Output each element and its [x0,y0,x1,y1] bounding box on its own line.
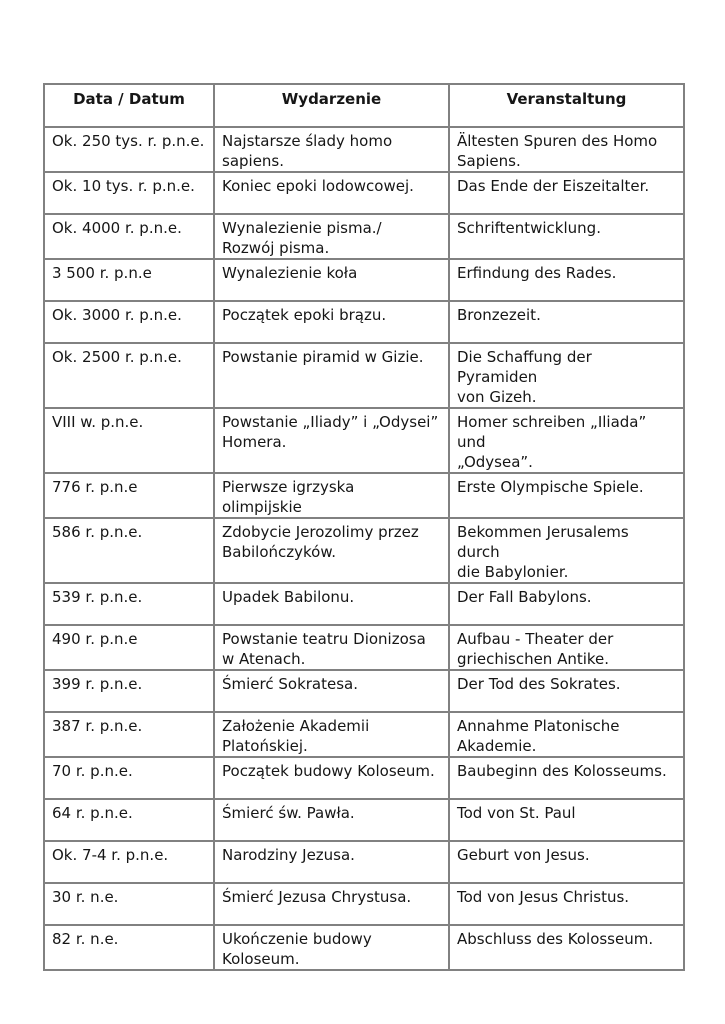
event-pl-cell: Powstanie „Iliady” i „Odysei” Homera. [213,407,450,474]
event-de-cell: Bekommen Jerusalems durch die Babylonier… [448,517,685,584]
table-row: 539 r. p.n.e. Upadek Babilonu. Der Fall … [43,582,685,626]
event-pl-cell: Koniec epoki lodowcowej. [213,171,450,215]
date-cell: 490 r. p.n.e [43,624,215,671]
event-de-cell: Schriftentwicklung. [448,213,685,260]
event-pl-cell: Założenie Akademii Platońskiej. [213,711,450,758]
date-cell: Ok. 3000 r. p.n.e. [43,300,215,344]
event-pl-cell: Powstanie piramid w Gizie. [213,342,450,409]
column-header-wydarzenie: Wydarzenie [213,83,450,128]
column-header-veranstaltung: Veranstaltung [448,83,685,128]
table-row: 387 r. p.n.e. Założenie Akademii Platońs… [43,711,685,758]
table-row: 30 r. n.e. Śmierć Jezusa Chrystusa. Tod … [43,882,685,926]
table-row: Ok. 2500 r. p.n.e. Powstanie piramid w G… [43,342,685,409]
event-pl-cell: Narodziny Jezusa. [213,840,450,884]
event-pl-cell: Pierwsze igrzyska olimpijskie [213,472,450,519]
date-cell: 30 r. n.e. [43,882,215,926]
event-de-cell: Abschluss des Kolosseum. [448,924,685,971]
table-row: 82 r. n.e. Ukończenie budowy Koloseum. A… [43,924,685,971]
table-row: 70 r. p.n.e. Początek budowy Koloseum. B… [43,756,685,800]
event-de-cell: Erfindung des Rades. [448,258,685,302]
event-de-cell: Der Fall Babylons. [448,582,685,626]
event-de-cell: Homer schreiben „Iliada” und „Odysea”. [448,407,685,474]
event-de-cell: Tod von St. Paul [448,798,685,842]
event-de-cell: Geburt von Jesus. [448,840,685,884]
date-cell: 3 500 r. p.n.e [43,258,215,302]
table-body: Ok. 250 tys. r. p.n.e. Najstarsze ślady … [43,126,685,971]
event-pl-cell: Upadek Babilonu. [213,582,450,626]
table-row: 64 r. p.n.e. Śmierć św. Pawła. Tod von S… [43,798,685,842]
table-row: 490 r. p.n.e Powstanie teatru Dionizosa … [43,624,685,671]
table-row: Ok. 7-4 r. p.n.e. Narodziny Jezusa. Gebu… [43,840,685,884]
event-de-cell: Ältesten Spuren des Homo Sapiens. [448,126,685,173]
event-de-cell: Der Tod des Sokrates. [448,669,685,713]
table-header: Data / Datum Wydarzenie Veranstaltung [43,83,685,128]
event-pl-cell: Początek budowy Koloseum. [213,756,450,800]
date-cell: Ok. 10 tys. r. p.n.e. [43,171,215,215]
header-row: Data / Datum Wydarzenie Veranstaltung [43,83,685,128]
event-pl-cell: Najstarsze ślady homo sapiens. [213,126,450,173]
table-row: 586 r. p.n.e. Zdobycie Jerozolimy przez … [43,517,685,584]
table-row: 3 500 r. p.n.e Wynalezienie koła Erfindu… [43,258,685,302]
date-cell: 776 r. p.n.e [43,472,215,519]
date-cell: 399 r. p.n.e. [43,669,215,713]
date-cell: 539 r. p.n.e. [43,582,215,626]
table-row: 399 r. p.n.e. Śmierć Sokratesa. Der Tod … [43,669,685,713]
event-de-cell: Erste Olympische Spiele. [448,472,685,519]
event-pl-cell: Śmierć Jezusa Chrystusa. [213,882,450,926]
date-cell: Ok. 250 tys. r. p.n.e. [43,126,215,173]
table-row: Ok. 10 tys. r. p.n.e. Koniec epoki lodow… [43,171,685,215]
event-de-cell: Bronzezeit. [448,300,685,344]
event-pl-cell: Śmierć św. Pawła. [213,798,450,842]
timeline-table: Data / Datum Wydarzenie Veranstaltung Ok… [43,83,685,971]
table-row: Ok. 4000 r. p.n.e. Wynalezienie pisma./ … [43,213,685,260]
table-row: 776 r. p.n.e Pierwsze igrzyska olimpijsk… [43,472,685,519]
date-cell: 82 r. n.e. [43,924,215,971]
date-cell: Ok. 2500 r. p.n.e. [43,342,215,409]
event-pl-cell: Początek epoki brązu. [213,300,450,344]
date-cell: VIII w. p.n.e. [43,407,215,474]
date-cell: 64 r. p.n.e. [43,798,215,842]
event-pl-cell: Ukończenie budowy Koloseum. [213,924,450,971]
event-pl-cell: Powstanie teatru Dionizosa w Atenach. [213,624,450,671]
event-de-cell: Baubeginn des Kolosseums. [448,756,685,800]
date-cell: Ok. 7-4 r. p.n.e. [43,840,215,884]
event-de-cell: Tod von Jesus Christus. [448,882,685,926]
event-de-cell: Das Ende der Eiszeitalter. [448,171,685,215]
date-cell: 70 r. p.n.e. [43,756,215,800]
date-cell: Ok. 4000 r. p.n.e. [43,213,215,260]
event-pl-cell: Wynalezienie koła [213,258,450,302]
event-de-cell: Annahme Platonische Akademie. [448,711,685,758]
event-de-cell: Die Schaffung der Pyramiden von Gizeh. [448,342,685,409]
date-cell: 387 r. p.n.e. [43,711,215,758]
event-pl-cell: Zdobycie Jerozolimy przez Babilończyków. [213,517,450,584]
event-pl-cell: Śmierć Sokratesa. [213,669,450,713]
table-row: VIII w. p.n.e. Powstanie „Iliady” i „Ody… [43,407,685,474]
column-header-data-datum: Data / Datum [43,83,215,128]
event-pl-cell: Wynalezienie pisma./ Rozwój pisma. [213,213,450,260]
event-de-cell: Aufbau - Theater der griechischen Antike… [448,624,685,671]
date-cell: 586 r. p.n.e. [43,517,215,584]
table-row: Ok. 3000 r. p.n.e. Początek epoki brązu.… [43,300,685,344]
table-row: Ok. 250 tys. r. p.n.e. Najstarsze ślady … [43,126,685,173]
